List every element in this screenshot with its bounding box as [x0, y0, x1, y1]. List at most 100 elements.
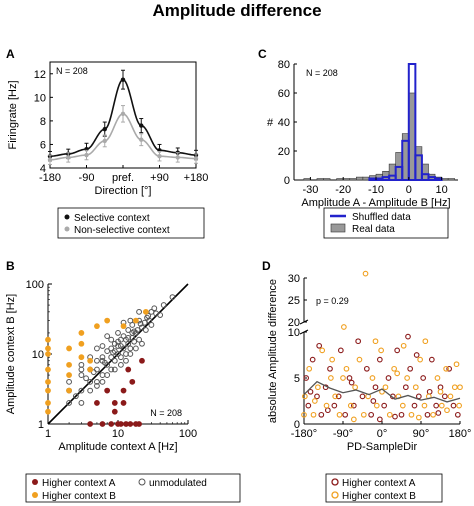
panel-b-legend-label: Higher context A	[42, 478, 116, 489]
panel-b-diagonal	[47, 283, 189, 425]
panel-b-point	[87, 421, 94, 427]
panel-b-point	[83, 375, 89, 382]
panel-d-point-b	[343, 365, 350, 372]
panel-b-legend-label: Higher context B	[42, 491, 116, 502]
panel-b-point	[108, 336, 115, 343]
panel-d-ytick-label: 10	[288, 327, 300, 339]
panel-d-point-a	[433, 402, 440, 409]
panel-b-point	[45, 400, 51, 406]
panel-d-point-a	[324, 407, 331, 414]
panel-b-point	[111, 408, 118, 415]
panel-b-point	[66, 345, 72, 352]
panel-b-point	[125, 334, 132, 341]
panel-c-real-bar	[447, 178, 456, 181]
panel-b-point	[45, 351, 51, 357]
panel-a-point	[120, 111, 126, 117]
panel-d-point-a	[307, 388, 314, 395]
panel-b-point	[127, 345, 134, 352]
panel-c-ytick-label: 60	[278, 88, 290, 100]
panel-d-ytick-label: 30	[288, 273, 300, 285]
panel-c-real-bar	[342, 178, 351, 181]
panel-a-point	[175, 155, 180, 160]
panel-b-point	[136, 421, 142, 427]
panel-d-point-b	[415, 414, 422, 421]
panel-b-point	[120, 323, 127, 330]
panel-b-point	[139, 324, 145, 331]
panel-d-point-b	[412, 384, 419, 391]
panel-d-point-b	[382, 384, 389, 391]
panel-b-point	[66, 400, 72, 406]
panel-d-point-b	[329, 356, 336, 363]
panel-b-point	[111, 400, 118, 406]
panel-b-point	[157, 312, 164, 318]
panel-b-point	[139, 357, 145, 364]
panel-d-ytick-label: 20	[288, 317, 300, 329]
panel-d-point-b	[356, 356, 363, 363]
panel-c-ytick-label: 80	[278, 59, 290, 71]
panel-c-real-bar	[349, 178, 357, 181]
panel-d-legend-box	[325, 473, 443, 503]
panel-c-real-bar	[336, 178, 344, 181]
panel-c-real-bar	[356, 176, 364, 181]
panel-b-point	[111, 357, 118, 364]
panel-d-point-b	[408, 411, 415, 418]
panel-b-point	[87, 366, 94, 373]
panel-b-point	[94, 357, 100, 364]
panel-d-point-b	[394, 370, 401, 377]
panel-d-point-a	[381, 402, 388, 409]
figure-title: Amplitude difference	[152, 1, 321, 20]
panel-d-point-b	[378, 347, 384, 354]
panel-a-legend-marker	[64, 226, 70, 232]
panel-d-point-b	[444, 407, 450, 414]
panel-d-point-b	[347, 402, 354, 409]
panel-c-real-bar	[303, 178, 311, 181]
panel-d-point-b	[456, 402, 462, 409]
panel-b-point	[115, 330, 121, 336]
panel-b-xtick-label: 1	[45, 428, 51, 440]
panel-d-point-a	[428, 356, 435, 363]
panel-b-point	[99, 421, 106, 427]
panel-d-point-a	[426, 388, 433, 395]
panel-d-point-b	[386, 411, 393, 418]
panel-b-point	[148, 322, 155, 328]
panel-d-point-a	[398, 411, 405, 418]
panel-b-point	[104, 372, 111, 378]
panel-d-point-a	[407, 365, 414, 372]
panel-b-point	[78, 330, 85, 336]
panel-a-legend-label: Non-selective context	[74, 225, 170, 236]
panel-b-point	[66, 387, 72, 394]
panel-d-point-b	[360, 411, 367, 418]
panel-a-xtick-label: +90	[150, 172, 169, 184]
panel-b-point	[45, 378, 51, 385]
panel-c-real-bar	[323, 178, 331, 181]
panel-d-point-a	[305, 402, 312, 409]
panel-d-point-a	[355, 338, 362, 345]
panel-c-legend-label: Real data	[352, 224, 395, 235]
panel-d-point-a	[363, 365, 370, 372]
panel-d-point-a	[318, 411, 325, 418]
panel-d-xtick-label: -90°	[333, 428, 353, 440]
panel-d-point-a	[331, 402, 338, 409]
panel-d-point-a	[405, 333, 411, 340]
panel-b-ytick-label: 100	[26, 279, 44, 291]
panel-c-xtick-label: -20	[335, 184, 351, 196]
panel-b-point	[111, 366, 118, 373]
panel-d-point-a	[450, 402, 457, 409]
panel-b-point	[87, 357, 94, 364]
panel-b-point	[78, 361, 85, 368]
panel-b-point	[117, 336, 124, 343]
panel-b-xlabel: Amplitude context A [Hz]	[58, 441, 177, 453]
panel-c-ytick-label: 40	[278, 117, 290, 129]
panel-d-point-b	[422, 338, 429, 345]
panel-d-point-b	[373, 402, 380, 409]
panel-d-point-b	[362, 270, 369, 277]
panel-b-point	[115, 351, 121, 357]
panel-b-point	[151, 305, 158, 312]
panel-a-ytick-label: 6	[40, 139, 46, 151]
panel-d-point-a	[376, 356, 383, 363]
panel-b-ytick-label: 1	[38, 419, 44, 431]
panel-b-point	[120, 400, 127, 406]
panel-d-point-a	[420, 375, 427, 381]
